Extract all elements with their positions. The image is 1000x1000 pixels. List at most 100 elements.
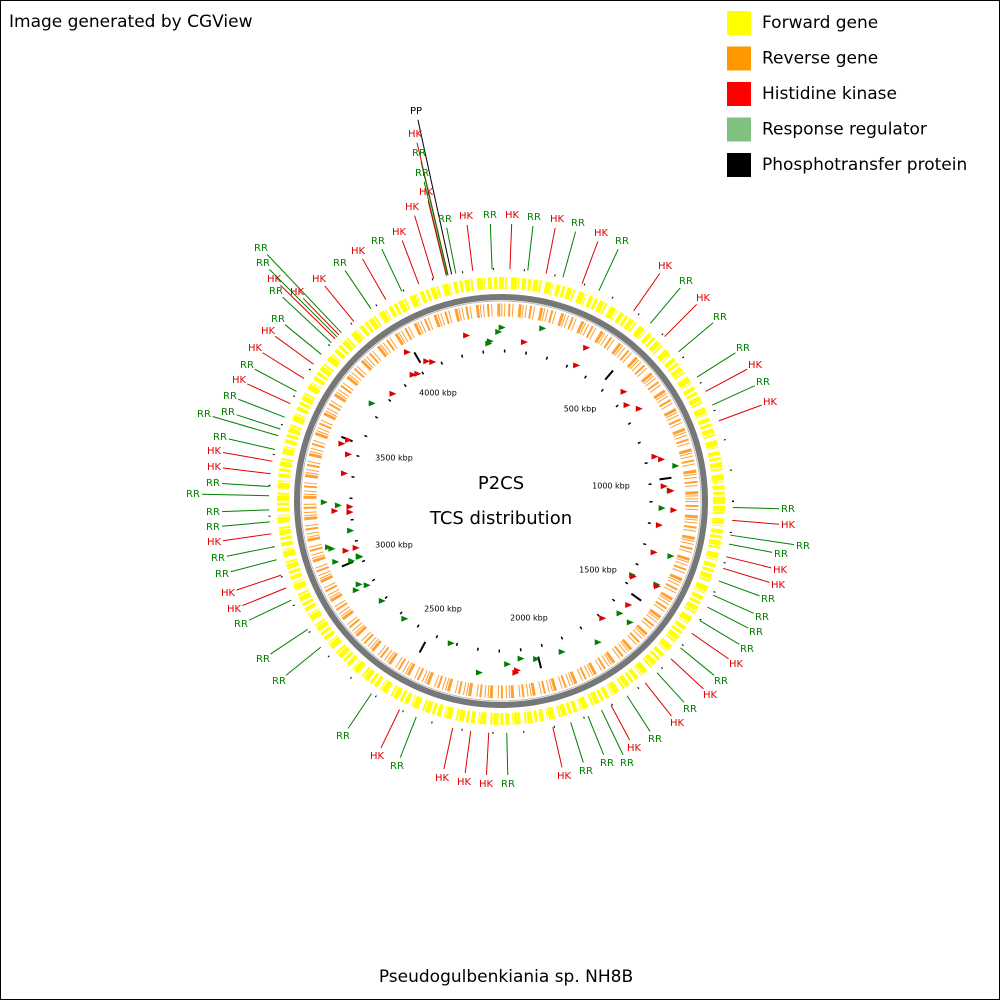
feature-label: HK <box>207 446 222 457</box>
feature-line <box>248 599 292 621</box>
backbone-inner <box>300 300 702 702</box>
feature-label: HK <box>457 777 472 788</box>
feature-line <box>362 258 387 300</box>
feature-label: HK <box>773 565 788 576</box>
feature-label: HK <box>763 397 778 408</box>
feature-label: HK <box>435 773 450 784</box>
feature-label: RR <box>600 758 614 769</box>
feature-label: RR <box>256 258 270 269</box>
feature-label: HK <box>505 210 520 221</box>
feature-line <box>221 509 270 513</box>
feature-line <box>527 225 534 271</box>
feature-line <box>601 709 624 756</box>
feature-label: RR <box>683 704 697 715</box>
feature-triangle <box>672 462 680 469</box>
feature-label: HK <box>207 537 222 548</box>
feature-line <box>670 658 704 690</box>
feature-line <box>718 404 762 422</box>
feature-line <box>678 322 714 353</box>
feature-line <box>696 352 736 378</box>
feature-triangle <box>409 371 417 378</box>
feature-line <box>570 722 584 763</box>
feature-label: HK <box>392 227 407 238</box>
feature-line <box>222 452 273 462</box>
feature-triangle <box>352 587 360 594</box>
scale-label: 4000 kbp <box>419 389 457 398</box>
legend-label: Reverse gene <box>762 49 878 69</box>
feature-line <box>381 248 403 292</box>
feature-triangle <box>345 437 353 444</box>
feature-label: RR <box>256 654 270 665</box>
scale-tick <box>341 560 354 568</box>
forward-gene-ring <box>277 277 725 725</box>
feature-triangle <box>670 507 678 514</box>
feature-line <box>664 304 698 337</box>
feature-line <box>722 567 770 583</box>
feature-triangle <box>334 502 342 509</box>
feature-triangle <box>520 339 528 346</box>
feature-label: HK <box>221 588 236 599</box>
feature-label: RR <box>736 343 750 354</box>
feature-label: HK <box>670 718 685 729</box>
feature-line <box>222 467 271 475</box>
feature-line <box>427 200 447 276</box>
feature-triangle <box>338 440 346 447</box>
feature-label: HK <box>781 520 796 531</box>
legend-label: Forward gene <box>762 13 878 33</box>
feature-label: HK <box>227 604 242 615</box>
feature-line <box>718 580 760 597</box>
feature-label: RR <box>483 210 497 221</box>
feature-line <box>644 682 672 717</box>
feature-line <box>238 398 285 418</box>
feature-triangle <box>475 669 483 676</box>
feature-triangle <box>486 338 494 345</box>
feature-line <box>656 672 685 703</box>
scale-label: 3000 kbp <box>375 541 413 550</box>
feature-line <box>222 533 272 542</box>
feature-line <box>598 248 619 291</box>
feature-triangle <box>423 358 431 365</box>
legend-label: Phosphotransfer protein <box>762 155 967 175</box>
feature-triangle <box>414 370 422 377</box>
feature-label: HK <box>408 129 423 140</box>
scale-label: 2500 kbp <box>424 605 462 614</box>
feature-line <box>246 383 291 405</box>
feature-line <box>506 732 509 776</box>
feature-label: RR <box>240 360 254 371</box>
feature-line <box>699 620 740 645</box>
feature-label: HK <box>658 261 673 272</box>
feature-triangle <box>389 390 397 397</box>
feature-label: HK <box>261 326 276 337</box>
feature-triangle <box>401 615 409 622</box>
feature-line <box>270 628 308 655</box>
feature-line <box>726 556 772 569</box>
feature-line <box>228 438 275 450</box>
feature-line <box>552 727 563 768</box>
feature-line <box>705 368 748 392</box>
legend-swatch <box>727 11 751 35</box>
feature-line <box>285 646 322 676</box>
legend-swatch <box>727 82 751 106</box>
feature-line <box>633 273 661 312</box>
feature-label: RR <box>648 734 662 745</box>
feature-label: HK <box>312 274 327 285</box>
scale-tick <box>630 592 642 602</box>
legend-label: Histidine kinase <box>762 84 897 104</box>
feature-line <box>236 574 282 591</box>
feature-triangle <box>348 557 356 564</box>
inner-ticks <box>349 349 653 653</box>
feature-triangle <box>342 547 350 554</box>
feature-triangle <box>495 328 503 335</box>
feature-triangle <box>463 332 471 339</box>
feature-triangle <box>655 522 663 529</box>
feature-line <box>347 693 372 729</box>
feature-line <box>732 506 780 510</box>
feature-triangle <box>620 388 628 395</box>
feature-label: HK <box>267 274 282 285</box>
feature-line <box>236 414 281 430</box>
feature-line <box>466 224 474 271</box>
feature-label: RR <box>206 478 220 489</box>
feature-label: RR <box>269 286 283 297</box>
feature-line <box>728 543 773 553</box>
